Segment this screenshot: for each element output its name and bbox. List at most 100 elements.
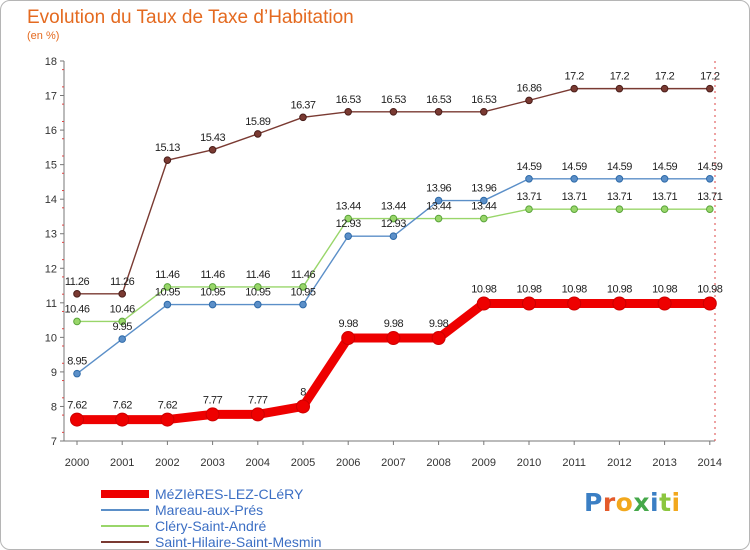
x-tick-label: 2000 — [65, 457, 89, 469]
series-point-2 — [344, 214, 353, 223]
data-label: 11.26 — [110, 276, 135, 288]
series-point-3 — [480, 107, 488, 116]
series-point-3 — [706, 84, 714, 93]
data-label: 17.2 — [655, 71, 675, 83]
series-point-0 — [702, 296, 717, 311]
series-point-0 — [657, 296, 672, 311]
y-tick-label: 13 — [45, 229, 57, 241]
y-tick-label: 12 — [45, 263, 57, 275]
series-point-1 — [570, 175, 579, 183]
data-label: 17.2 — [564, 71, 584, 83]
x-tick-label: 2006 — [336, 457, 360, 469]
series-point-1 — [525, 175, 533, 183]
data-label: 11.46 — [155, 269, 180, 281]
series-point-2 — [570, 205, 579, 213]
series-point-1 — [480, 196, 488, 205]
x-tick-label: 2001 — [110, 457, 134, 469]
chart-subtitle: (en %) — [27, 30, 60, 42]
y-tick-label: 7 — [51, 436, 57, 448]
series-point-1 — [208, 300, 217, 309]
series-point-3 — [344, 107, 353, 116]
series-point-2 — [118, 317, 126, 326]
series-point-2 — [434, 214, 443, 223]
series-point-2 — [660, 205, 669, 213]
data-label: 10.46 — [64, 303, 89, 315]
data-label: 10.98 — [516, 284, 541, 296]
x-tick-label: 2005 — [291, 457, 315, 469]
data-label: 16.53 — [381, 94, 406, 106]
data-label: 14.59 — [562, 161, 587, 173]
data-label: 8 — [300, 386, 306, 398]
series-point-1 — [660, 175, 669, 183]
series-point-0 — [205, 407, 220, 422]
series-point-0 — [612, 296, 627, 311]
data-label: 9.98 — [429, 318, 449, 330]
data-label: 13.71 — [652, 191, 677, 203]
data-label: 16.86 — [516, 82, 541, 94]
data-label: 17.2 — [610, 71, 630, 83]
y-tick-label: 10 — [45, 332, 57, 344]
data-label: 15.89 — [245, 116, 270, 128]
series-point-1 — [434, 196, 443, 205]
data-label: 14.59 — [607, 161, 632, 173]
series-point-0 — [250, 407, 265, 422]
data-label: 9.98 — [338, 318, 358, 330]
y-tick-label: 9 — [51, 367, 57, 379]
data-label: 7.62 — [158, 400, 178, 412]
data-label: 14.59 — [697, 161, 722, 173]
data-label: 11.46 — [246, 269, 271, 281]
data-label: 7.62 — [67, 400, 87, 412]
series-point-3 — [615, 84, 624, 93]
logo-letter: x — [633, 488, 650, 517]
y-tick-label: 16 — [45, 125, 57, 137]
series-point-2 — [615, 205, 624, 213]
series-point-0 — [70, 412, 84, 427]
series-point-3 — [73, 290, 81, 298]
x-tick-label: 2013 — [652, 457, 676, 469]
data-label: 10.98 — [471, 284, 496, 296]
series-point-0 — [522, 296, 536, 311]
series-point-0 — [567, 296, 582, 311]
y-tick-label: 15 — [45, 160, 57, 172]
x-tick-label: 2009 — [472, 457, 496, 469]
chart-title: Evolution du Taux de Taxe d’Habitation — [27, 7, 354, 28]
series-point-3 — [389, 107, 398, 116]
data-label: 7.62 — [112, 400, 132, 412]
series-point-1 — [344, 232, 353, 240]
series-point-2 — [299, 283, 307, 291]
data-label: 10.95 — [200, 287, 225, 299]
series-point-2 — [208, 283, 217, 291]
logo-letter: P — [584, 488, 603, 517]
series-point-1 — [73, 369, 81, 378]
series-point-2 — [163, 283, 172, 291]
data-label: 13.71 — [516, 191, 541, 203]
series-point-1 — [615, 175, 624, 183]
proxiti-logo: Proxiti — [584, 488, 681, 517]
y-tick-label: 17 — [45, 91, 57, 103]
series-point-3 — [118, 290, 126, 298]
series-point-1 — [389, 232, 398, 240]
x-tick-label: 2010 — [517, 457, 541, 469]
data-label: 13.44 — [336, 201, 361, 213]
data-label: 16.53 — [336, 94, 361, 106]
data-label: 17.2 — [700, 71, 720, 83]
legend-swatch — [101, 490, 149, 498]
legend-label: Mareau-aux-Prés — [155, 502, 264, 518]
series-point-0 — [160, 412, 175, 427]
series-point-1 — [118, 335, 126, 343]
series-point-0 — [115, 412, 130, 427]
data-label: 7.77 — [248, 394, 268, 406]
series-point-0 — [431, 331, 446, 346]
data-label: 13.71 — [697, 191, 722, 203]
data-label: 15.13 — [155, 142, 180, 154]
x-tick-label: 2011 — [562, 457, 586, 469]
data-label: 10.95 — [290, 287, 315, 299]
data-label: 11.46 — [200, 269, 225, 281]
series-point-3 — [434, 107, 443, 116]
x-tick-label: 2007 — [381, 457, 405, 469]
data-label: 11.26 — [65, 276, 90, 288]
legend-swatch — [101, 525, 149, 527]
y-tick-label: 11 — [46, 298, 57, 310]
data-label: 16.37 — [290, 99, 315, 111]
data-label: 10.98 — [562, 284, 587, 296]
